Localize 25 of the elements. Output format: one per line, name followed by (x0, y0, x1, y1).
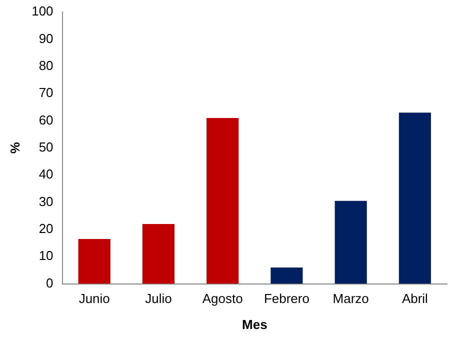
bar (398, 112, 431, 284)
y-tick-label: 70 (38, 85, 54, 100)
x-tick-label: Abril (402, 291, 428, 306)
x-tick-label: Febrero (264, 291, 310, 306)
y-tick-label: 50 (38, 139, 54, 154)
y-tick-label: 60 (38, 112, 54, 128)
bar (78, 238, 110, 284)
y-tick-label: 100 (32, 4, 54, 19)
bar (206, 118, 239, 284)
x-axis-title: Mes (242, 316, 268, 332)
y-tick-label: 80 (38, 58, 54, 73)
x-tick-label: Junio (78, 291, 110, 306)
x-tick-label: Julio (145, 291, 172, 306)
bar (334, 200, 367, 284)
y-tick-label: 10 (38, 248, 54, 264)
y-tick-label: 90 (38, 30, 54, 46)
y-tick-label: 20 (38, 221, 54, 236)
y-tick-label: 30 (38, 194, 54, 209)
x-tick-label: Agosto (202, 291, 243, 306)
x-tick-label: Marzo (332, 291, 369, 306)
y-axis-title: % (7, 142, 22, 154)
bar (270, 267, 303, 284)
y-tick-label: 40 (38, 166, 54, 182)
bar (142, 224, 174, 284)
y-tick-label: 0 (46, 275, 54, 290)
